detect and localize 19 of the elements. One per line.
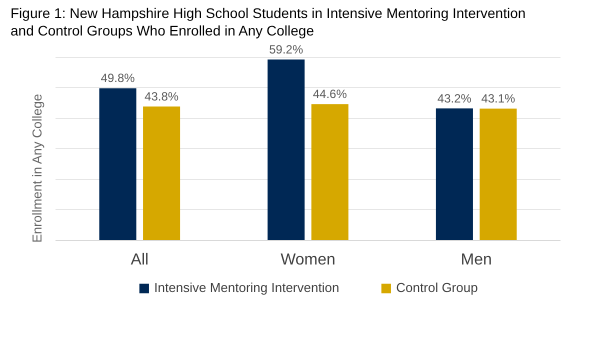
bar — [268, 59, 305, 240]
x-tick-label: Men — [460, 251, 492, 268]
data-label: 59.2% — [269, 42, 304, 56]
chart-title: Figure 1: New Hampshire High School Students in Intensive Mentoring Intervention and Control Groups Who Enrolled in Any College — [10, 4, 526, 38]
data-label: 49.8% — [100, 71, 136, 86]
legend-label: Control Group — [396, 280, 478, 295]
data-label: 43.1% — [481, 92, 516, 106]
bar — [436, 108, 473, 240]
bar — [143, 106, 180, 240]
x-tick-label: Women — [280, 251, 336, 268]
legend-label: Intensive Mentoring Intervention — [154, 280, 340, 295]
data-label: 43.2% — [437, 91, 472, 106]
bar — [480, 108, 517, 240]
data-label: 43.8% — [144, 90, 179, 104]
bar — [311, 104, 348, 240]
x-tick-label: All — [130, 251, 149, 268]
y-axis-title: Enrollment in Any College — [30, 94, 44, 243]
bar — [99, 88, 136, 240]
data-label: 44.6% — [312, 87, 348, 102]
